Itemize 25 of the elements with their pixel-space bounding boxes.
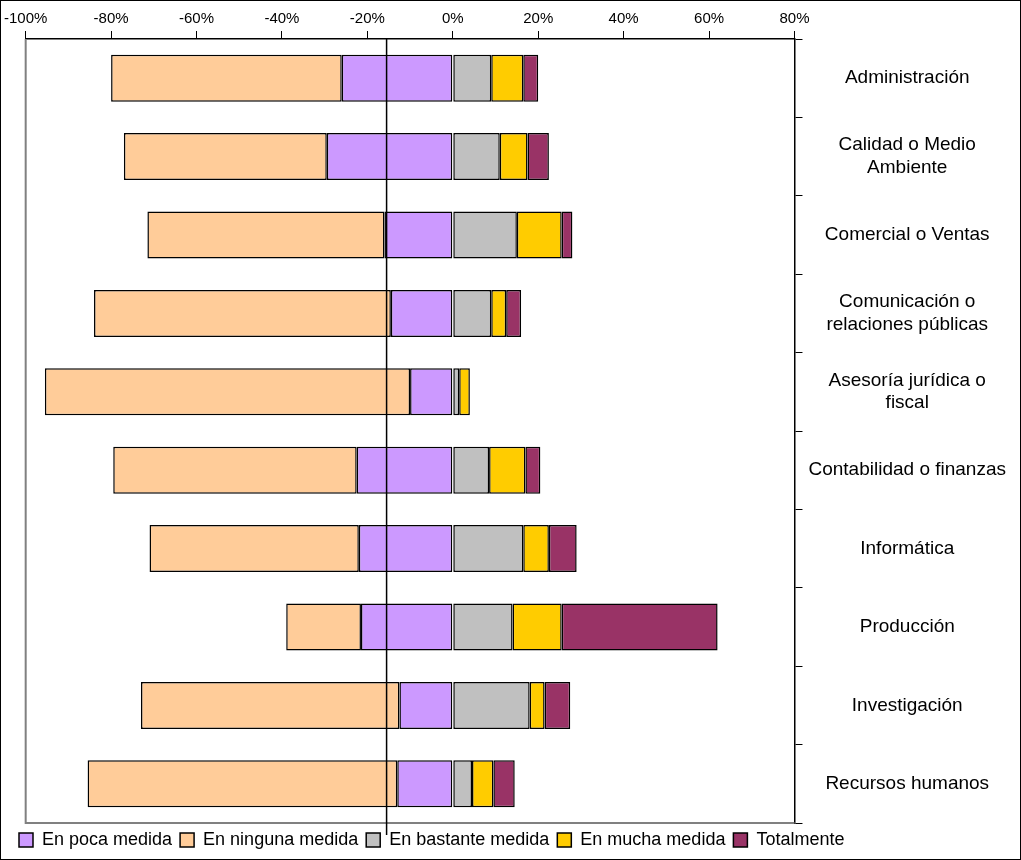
legend-label: En bastante medida	[389, 828, 551, 849]
x-tick-label: 20%	[523, 9, 554, 27]
y-tick-label: Administración	[844, 66, 970, 88]
x-tick-label: -20%	[349, 9, 385, 27]
x-tick-label: 0%	[441, 9, 464, 27]
legend-label: En ninguna medida	[203, 828, 360, 849]
y-tick-label: Comunicación o relaciones públicas	[826, 290, 989, 335]
y-tick-label: Comercial o Ventas	[824, 223, 990, 245]
y-tick-label: Calidad o Medio Ambiente	[838, 133, 976, 178]
y-tick-label: Recursos humanos	[825, 772, 990, 794]
y-tick-label: Contabilidad o finanzas	[808, 458, 1006, 480]
y-tick-label: Producción	[859, 615, 955, 637]
y-tick-label: Investigación	[851, 693, 963, 715]
x-tick-label: -80%	[93, 9, 129, 27]
x-tick-label: -60%	[179, 9, 215, 27]
legend-label: Totalmente	[756, 828, 845, 849]
x-tick-label: 80%	[779, 9, 810, 27]
x-tick-label: -40%	[264, 9, 300, 27]
y-tick-label: Informática	[860, 536, 955, 558]
x-tick-label: 40%	[608, 9, 639, 27]
legend-label: En mucha medida	[580, 828, 727, 849]
y-tick-label: Asesoría jurídica o fiscal	[828, 368, 986, 413]
x-tick-label: 60%	[694, 9, 725, 27]
legend-label: En poca medida	[42, 828, 174, 849]
x-tick-label: -100%	[4, 9, 48, 27]
